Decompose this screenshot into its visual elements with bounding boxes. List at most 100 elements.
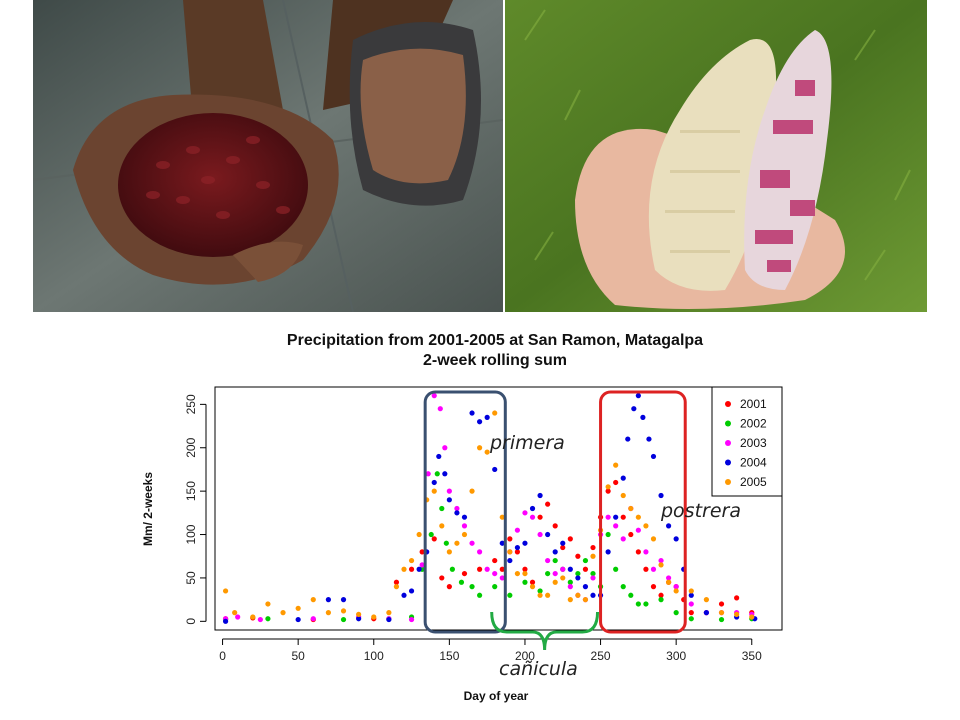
data-point-2003 xyxy=(650,566,657,572)
data-point-2002 xyxy=(449,566,455,572)
data-point-2002 xyxy=(688,616,694,622)
data-point-2005 xyxy=(295,605,301,611)
data-point-2005 xyxy=(529,584,536,590)
data-point-2004 xyxy=(461,514,468,520)
data-point-2004 xyxy=(340,597,347,603)
corn-photo xyxy=(505,0,927,312)
data-point-2003 xyxy=(688,601,694,607)
data-point-2004 xyxy=(514,544,521,551)
legend-label-2002: 2002 xyxy=(740,417,767,431)
data-point-2001 xyxy=(537,514,543,520)
chart-subtitle: 2-week rolling sum xyxy=(423,352,567,369)
data-point-2004 xyxy=(469,410,475,416)
data-point-2005 xyxy=(718,610,725,616)
data-point-2004 xyxy=(545,531,551,538)
data-point-2002 xyxy=(265,616,271,622)
data-point-2004 xyxy=(507,557,513,564)
canicula-brace xyxy=(490,611,600,651)
data-point-2004 xyxy=(666,523,672,529)
data-point-2003 xyxy=(461,523,468,529)
data-point-2003 xyxy=(437,406,443,412)
data-point-2003 xyxy=(537,531,543,538)
data-point-2005 xyxy=(673,588,679,594)
data-point-2003 xyxy=(514,527,521,533)
data-point-2005 xyxy=(439,523,445,529)
data-point-2005 xyxy=(658,562,664,568)
data-point-2003 xyxy=(446,488,452,494)
data-point-2004 xyxy=(442,471,448,477)
data-point-2001 xyxy=(522,566,528,572)
data-point-2002 xyxy=(477,592,483,598)
data-point-2005 xyxy=(582,597,589,603)
data-point-2002 xyxy=(718,616,725,623)
data-point-2005 xyxy=(250,614,256,620)
data-point-2002 xyxy=(643,601,649,607)
data-point-2004 xyxy=(529,505,536,512)
x-tick-label: 150 xyxy=(439,649,459,663)
data-point-2001 xyxy=(643,566,649,572)
data-point-2001 xyxy=(514,549,521,555)
data-point-2004 xyxy=(356,616,362,622)
data-point-2001 xyxy=(605,488,611,494)
data-point-2005 xyxy=(575,592,581,598)
data-point-2004 xyxy=(416,566,422,572)
annotation-primera: primera xyxy=(489,432,565,454)
postrera-box xyxy=(599,390,687,634)
data-point-2001 xyxy=(688,610,694,616)
data-point-2001 xyxy=(613,479,619,486)
data-point-2005 xyxy=(545,592,551,598)
x-tick-label: 300 xyxy=(666,649,686,663)
data-point-2001 xyxy=(393,579,400,585)
data-point-2005 xyxy=(734,611,740,617)
data-point-2002 xyxy=(628,592,634,598)
data-point-2005 xyxy=(522,570,528,577)
data-point-2002 xyxy=(575,570,581,577)
data-point-2004 xyxy=(625,436,631,442)
data-point-2005 xyxy=(605,484,611,490)
legend-label-2005: 2005 xyxy=(740,475,767,489)
data-point-2001 xyxy=(439,575,445,581)
data-point-2003 xyxy=(235,614,241,620)
x-tick-label: 100 xyxy=(364,649,384,663)
data-point-2004 xyxy=(590,592,596,598)
data-point-2005 xyxy=(477,445,483,451)
data-point-2003 xyxy=(499,575,505,581)
legend-marker-2003 xyxy=(725,440,731,446)
data-point-2003 xyxy=(408,616,415,623)
data-point-2002 xyxy=(443,540,449,546)
data-point-2002 xyxy=(522,579,528,585)
data-point-2005 xyxy=(507,549,513,555)
y-tick-label: 50 xyxy=(184,571,198,585)
annotation-postrera: postrera xyxy=(660,500,741,522)
data-point-2004 xyxy=(605,549,611,555)
legend-box xyxy=(711,386,783,497)
legend-marker-2004 xyxy=(725,459,731,466)
data-point-2005 xyxy=(265,601,271,607)
data-point-2003 xyxy=(605,514,611,520)
data-point-2001 xyxy=(492,557,498,564)
data-point-2001 xyxy=(408,566,415,572)
data-point-2002 xyxy=(428,531,434,538)
data-point-2004 xyxy=(620,475,626,481)
data-point-2002 xyxy=(658,597,664,603)
data-point-2004 xyxy=(582,584,589,590)
data-point-2002 xyxy=(582,557,589,564)
data-point-2003 xyxy=(469,540,475,546)
data-point-2001 xyxy=(590,544,596,551)
data-point-2005 xyxy=(416,531,422,538)
data-point-2005 xyxy=(408,557,415,564)
data-point-2003 xyxy=(442,445,448,451)
data-point-2005 xyxy=(356,611,362,617)
data-point-2005 xyxy=(643,523,649,529)
data-point-2005 xyxy=(560,575,566,581)
data-point-2004 xyxy=(408,588,415,594)
data-point-2005 xyxy=(484,449,490,455)
legend-marker-2002 xyxy=(725,420,731,427)
data-point-2004 xyxy=(646,436,652,442)
data-point-2002 xyxy=(567,579,573,585)
data-point-2003 xyxy=(666,575,672,581)
x-tick-label: 250 xyxy=(591,649,611,663)
data-point-2004 xyxy=(537,492,543,499)
primera-box xyxy=(423,390,507,634)
legend-label-2003: 2003 xyxy=(740,436,767,450)
